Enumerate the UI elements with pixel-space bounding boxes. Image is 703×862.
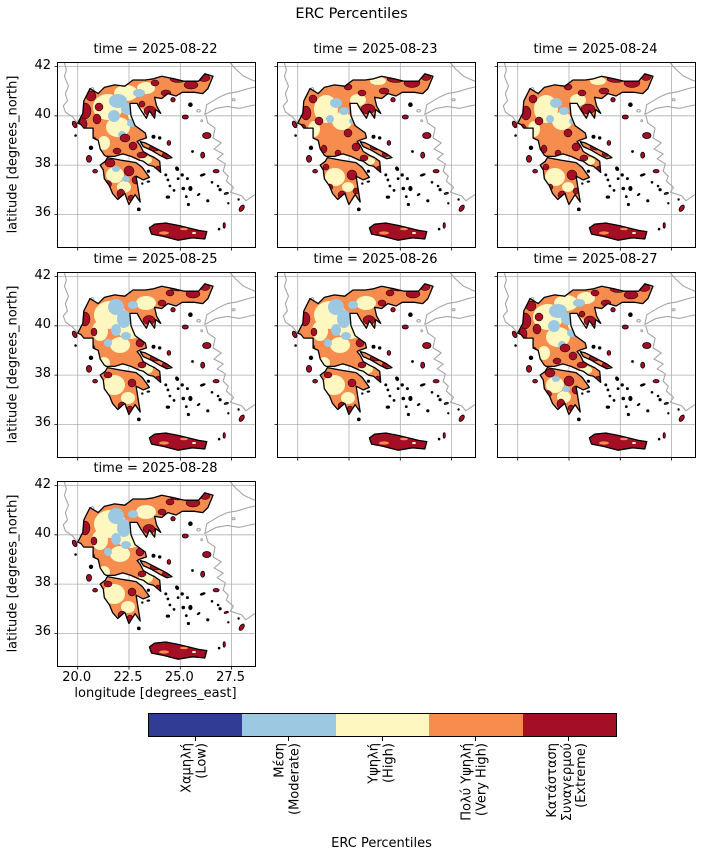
x-tick-label: 27.5	[216, 670, 246, 685]
map-axes	[57, 481, 256, 667]
x-tick-label: 20.0	[62, 670, 92, 685]
y-tick-label: 40	[34, 525, 51, 541]
map-axes	[497, 272, 696, 458]
colorbar-tick	[194, 736, 196, 741]
colorbar-segment-low	[149, 714, 243, 736]
facet-title: time = 2025-08-22	[93, 42, 218, 57]
figure-title: ERC Percentiles	[295, 6, 408, 22]
colorbar-tick	[474, 736, 477, 741]
y-tick-label: 40	[34, 316, 51, 332]
greece-map	[498, 63, 695, 247]
y-tick-label: 38	[34, 366, 51, 382]
facet-2025-08-28: time = 2025-08-28 42 40 38 36 latitude […	[5, 461, 256, 701]
y-tick-label: 40	[34, 106, 51, 122]
y-tick-label: 42	[34, 476, 51, 492]
y-tick-label: 36	[34, 415, 51, 431]
y-tick-label: 38	[34, 156, 51, 172]
x-tick-label: 22.5	[113, 670, 143, 685]
facet-title: time = 2025-08-26	[313, 252, 438, 267]
x-tick-label: 25.0	[164, 670, 194, 685]
facet-title: time = 2025-08-28	[93, 461, 218, 476]
y-tick-label: 42	[34, 267, 51, 283]
colorbar-title: ERC Percentiles	[331, 836, 432, 851]
facet-2025-08-23: time = 2025-08-23	[277, 42, 476, 248]
colorbar-segment-high	[335, 714, 430, 736]
y-tick-label: 36	[34, 205, 51, 221]
colorbar-tick	[288, 736, 290, 741]
greece-map	[278, 273, 475, 457]
x-axis-label: longitude [degrees_east]	[74, 686, 237, 701]
facet-title: time = 2025-08-23	[313, 42, 438, 57]
map-axes	[57, 62, 256, 248]
map-axes	[57, 272, 256, 458]
facet-2025-08-22: time = 2025-08-22 42 40 38 36 latitude […	[5, 42, 256, 248]
y-tick-label: 38	[34, 575, 51, 591]
facet-2025-08-27: time = 2025-08-27	[497, 252, 696, 458]
map-axes	[277, 272, 476, 458]
facet-2025-08-25: time = 2025-08-25 42 40 38 36 latitude […	[5, 252, 256, 458]
facet-2025-08-24: time = 2025-08-24	[497, 42, 696, 248]
greece-map	[58, 482, 255, 666]
greece-map	[58, 63, 255, 247]
colorbar-tick	[381, 736, 383, 741]
y-tick-label: 42	[34, 57, 51, 73]
facet-title: time = 2025-08-27	[533, 252, 658, 267]
greece-map	[58, 273, 255, 457]
facet-title: time = 2025-08-25	[93, 252, 218, 267]
greece-map	[498, 273, 695, 457]
facet-title: time = 2025-08-24	[533, 42, 658, 57]
map-axes	[277, 62, 476, 248]
map-axes	[497, 62, 696, 248]
colorbar	[148, 713, 617, 737]
colorbar-segment-moderate	[242, 714, 336, 736]
colorbar-tick	[568, 736, 570, 741]
colorbar-segment-very-high	[429, 714, 523, 736]
y-tick-label: 36	[34, 624, 51, 640]
facet-2025-08-26: time = 2025-08-26	[277, 252, 476, 458]
greece-map	[278, 63, 475, 247]
colorbar-segment-extreme	[522, 714, 617, 736]
